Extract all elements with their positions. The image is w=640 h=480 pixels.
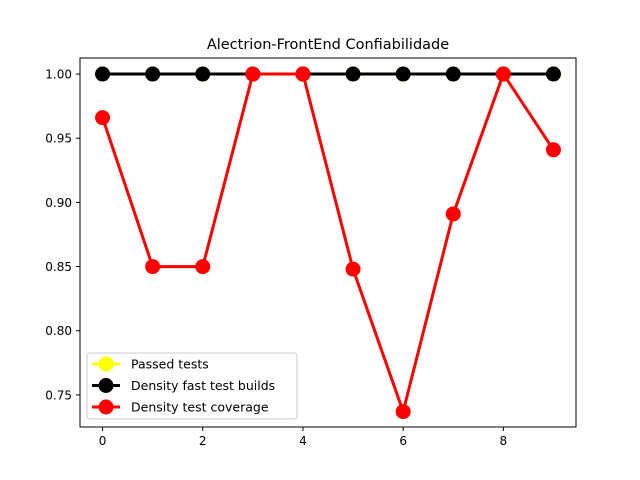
series-2-point-3 bbox=[245, 66, 261, 82]
legend-label-0: Passed tests bbox=[131, 357, 209, 372]
x-tick-label-3: 6 bbox=[399, 434, 407, 448]
series-2-point-2 bbox=[195, 259, 211, 275]
chart-title: Alectrion-FrontEnd Confiabilidade bbox=[207, 37, 449, 53]
axis-ticks: 0 2 4 6 8 0.75 0.80 0.85 0.90 0.95 1.00 bbox=[45, 68, 507, 448]
series-2-point-0 bbox=[95, 110, 111, 126]
legend-box bbox=[86, 352, 298, 420]
y-tick-label-0: 0.75 bbox=[45, 388, 72, 402]
y-tick-label-3: 0.90 bbox=[45, 196, 72, 210]
series-2-point-8 bbox=[495, 66, 511, 82]
series-1-point-1 bbox=[145, 66, 161, 82]
series-2-point-5 bbox=[345, 261, 361, 277]
series-2-point-6 bbox=[395, 404, 411, 420]
series-1-point-0 bbox=[95, 66, 111, 82]
series-1-point-7 bbox=[445, 66, 461, 82]
y-tick-label-1: 0.80 bbox=[45, 324, 72, 338]
series-1-point-9 bbox=[545, 66, 561, 82]
legend-marker-2 bbox=[98, 399, 114, 415]
legend-label-2: Density test coverage bbox=[131, 400, 269, 415]
series-2-point-4 bbox=[295, 66, 311, 82]
plot-area bbox=[95, 66, 561, 420]
series-1-point-2 bbox=[195, 66, 211, 82]
series-1-point-6 bbox=[395, 66, 411, 82]
x-tick-label-1: 2 bbox=[199, 434, 207, 448]
legend-marker-0 bbox=[98, 356, 114, 372]
legend-label-1: Density fast test builds bbox=[131, 378, 275, 393]
x-tick-label-2: 4 bbox=[299, 434, 307, 448]
series-1-point-5 bbox=[345, 66, 361, 82]
series-2-point-7 bbox=[445, 206, 461, 222]
y-tick-label-4: 0.95 bbox=[45, 132, 72, 146]
series-2-point-1 bbox=[145, 259, 161, 275]
series-2-point-9 bbox=[545, 142, 561, 158]
legend: Passed tests Density fast test builds Dens… bbox=[86, 352, 298, 420]
series-line-2 bbox=[101, 72, 555, 414]
axes-frame bbox=[79, 57, 577, 428]
y-tick-label-2: 0.85 bbox=[45, 260, 72, 274]
x-tick-label-0: 0 bbox=[99, 434, 107, 448]
legend-marker-1 bbox=[98, 378, 114, 393]
x-tick-label-4: 8 bbox=[500, 434, 508, 448]
y-tick-label-5: 1.00 bbox=[45, 68, 72, 82]
